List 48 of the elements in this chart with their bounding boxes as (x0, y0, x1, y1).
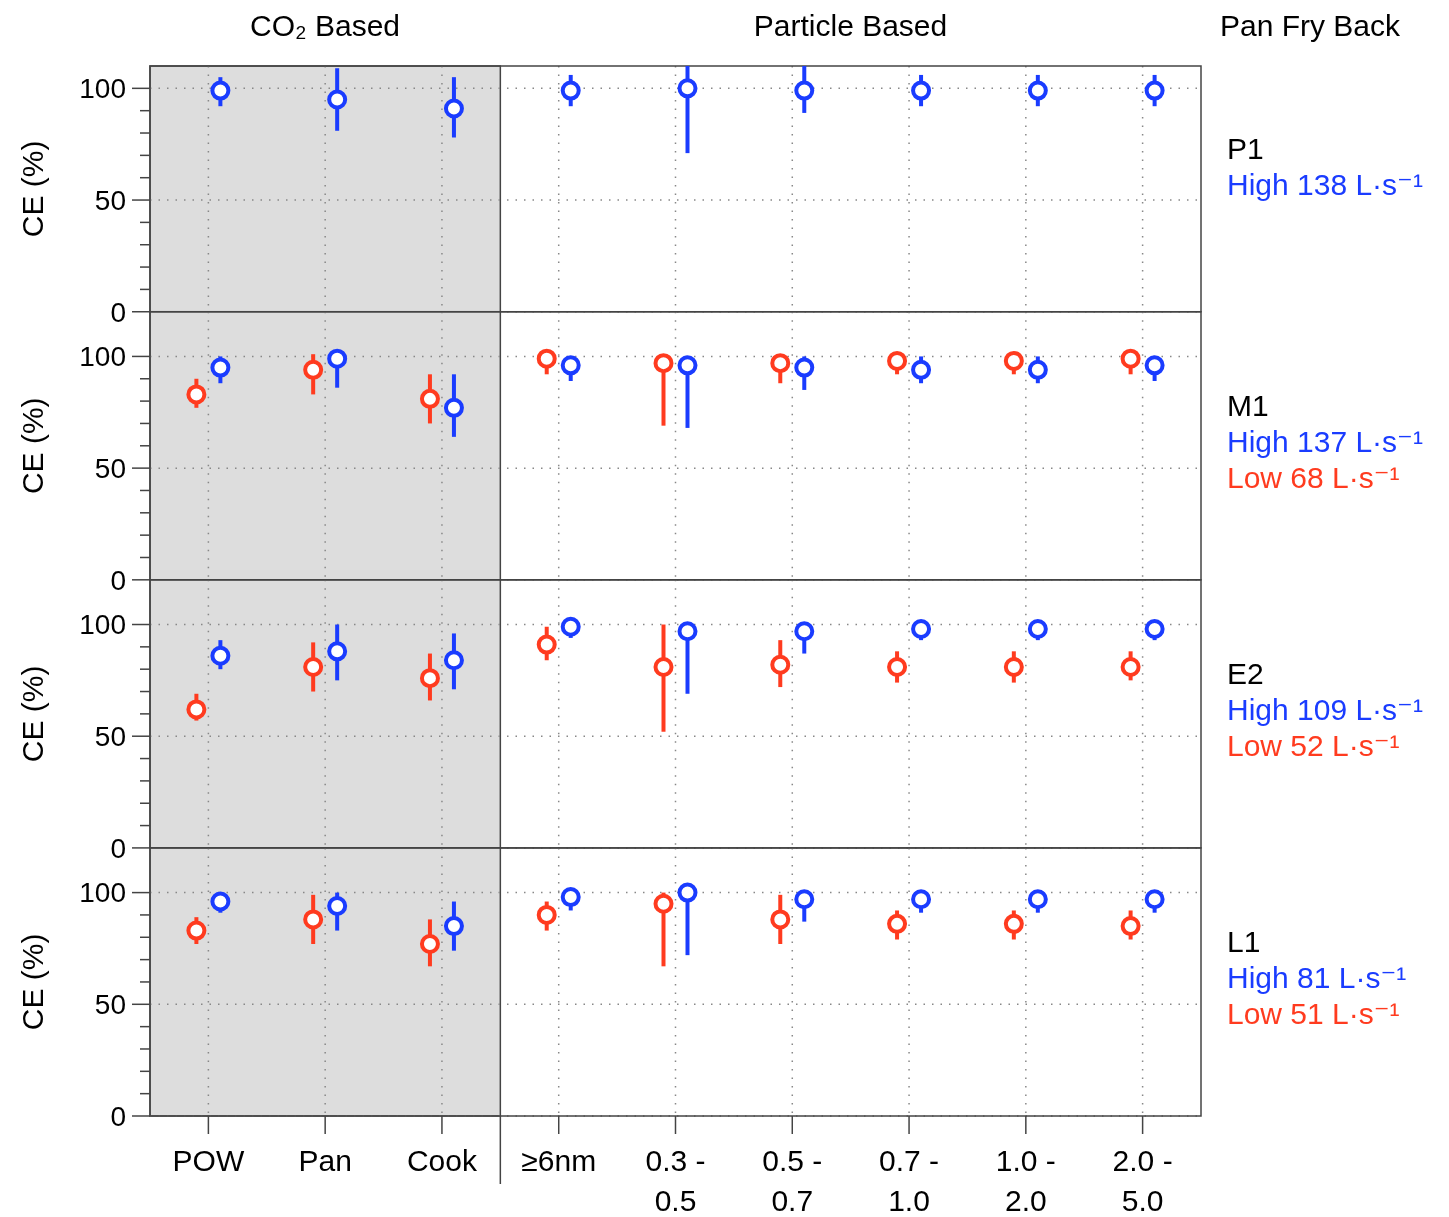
point (327, 89, 348, 110)
y-tick-label: 100 (79, 609, 126, 641)
y-tick-label: 0 (110, 832, 126, 864)
x-tick-label: 0.3 - 0.5 (645, 1144, 706, 1217)
y-tick-label: 0 (110, 1100, 126, 1132)
x-tick-label: Pan (298, 1144, 352, 1177)
text: Particle Based (753, 9, 948, 42)
text: High 81 L·s⁻¹ (1227, 960, 1407, 994)
point (794, 80, 815, 101)
legend-title: P1 (1227, 131, 1264, 165)
x-tick-label: POW (172, 1144, 245, 1177)
y-tick-label: 0 (110, 564, 126, 596)
x-tick-label: ≥6nm (521, 1144, 597, 1177)
x-tick-label: 0.7 - 1.0 (879, 1144, 940, 1217)
y-tick-label: 100 (79, 341, 126, 373)
y-tick-label: 50 (94, 452, 126, 484)
x-tick-label: Cook (406, 1144, 478, 1177)
text: High 137 L·s⁻¹ (1227, 424, 1423, 458)
point (210, 80, 231, 101)
text: High 138 L·s⁻¹ (1227, 167, 1423, 201)
legend-title: M1 (1227, 388, 1269, 422)
point (1144, 80, 1165, 101)
text: High 109 L·s⁻¹ (1227, 692, 1423, 726)
text: Low 51 L·s⁻¹ (1227, 996, 1400, 1030)
text: Low 52 L·s⁻¹ (1227, 728, 1400, 762)
y-tick-label: 0 (110, 296, 126, 328)
y-axis-title: CE (%) (15, 140, 49, 238)
text: Low 68 L·s⁻¹ (1227, 460, 1400, 494)
y-tick-label: 100 (79, 73, 126, 105)
y-tick-label: 50 (94, 721, 126, 753)
y-axis-title: CE (%) (15, 933, 49, 1031)
legend-title: E2 (1227, 656, 1264, 690)
legend-title: L1 (1227, 924, 1261, 958)
x-tick-label: 1.0 - 2.0 (995, 1144, 1056, 1217)
text: Pan Fry Back (1219, 9, 1402, 42)
point (560, 80, 581, 101)
point (443, 98, 464, 119)
x-tick-label: 2.0 - 5.0 (1112, 1144, 1173, 1217)
y-tick-label: 50 (94, 184, 126, 216)
y-axis-title: CE (%) (15, 665, 49, 763)
x-tick-label: 0.5 - 0.7 (762, 1144, 823, 1217)
y-tick-label: 100 (79, 877, 126, 909)
point (911, 80, 932, 101)
text: CO₂ Based (249, 9, 401, 42)
point (677, 78, 698, 99)
y-tick-label: 50 (94, 989, 126, 1021)
point (1027, 80, 1048, 101)
y-axis-title: CE (%) (15, 397, 49, 495)
